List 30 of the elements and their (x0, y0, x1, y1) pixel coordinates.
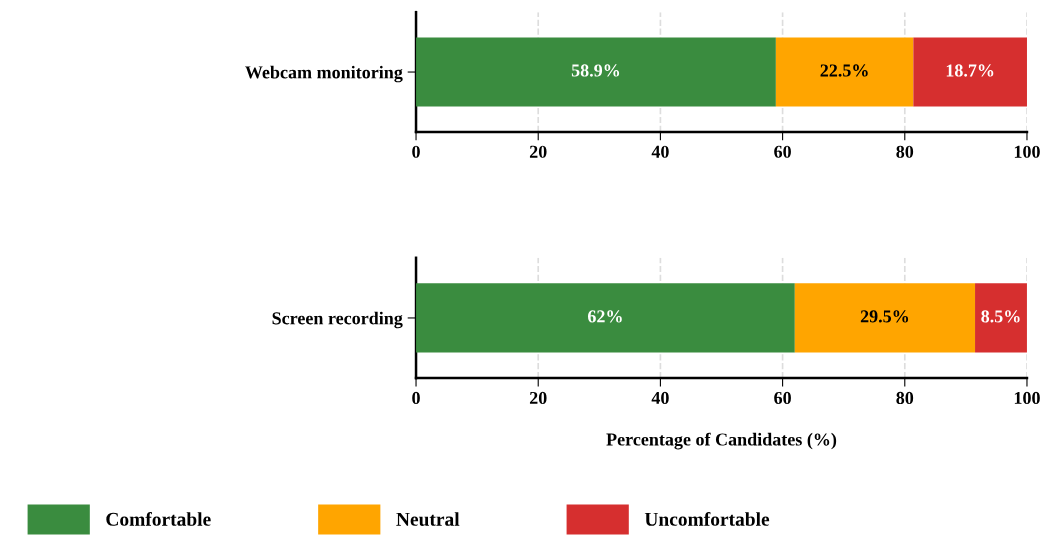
bar (913, 37, 1027, 107)
data-label: 22.5% (820, 64, 868, 77)
x-tick-label: 40 (651, 145, 669, 158)
x-tick-label: 40 (651, 391, 669, 405)
legend-label: Comfortable (106, 511, 211, 526)
y-tick-label: Webcam monitoring (245, 65, 403, 83)
data-label: 8.5% (981, 310, 1020, 323)
legend-label: Uncomfortable (644, 511, 770, 526)
data-label: 29.5% (860, 310, 909, 323)
x-tick-label: 20 (529, 145, 547, 158)
bar (416, 37, 776, 107)
bar (775, 37, 914, 107)
x-tick-label: 60 (774, 391, 791, 405)
x-tick-label: 100 (1014, 145, 1040, 158)
data-label: 18.7% (946, 64, 994, 77)
bar (975, 283, 1027, 353)
y-tick-label: Screen recording (272, 311, 403, 329)
bar (794, 283, 976, 353)
data-label: 58.9% (571, 64, 620, 77)
x-tick-label: 0 (412, 391, 420, 405)
x-axis-title: Percentage of Candidates (%) (606, 432, 837, 450)
x-tick-label: 100 (1014, 391, 1040, 405)
x-tick-label: 20 (529, 391, 547, 405)
x-tick-label: 80 (896, 145, 914, 158)
x-tick-label: 0 (412, 145, 420, 158)
legend-label: Neutral (396, 512, 460, 526)
data-label: 62% (587, 310, 622, 323)
x-tick-label: 80 (896, 391, 914, 405)
x-tick-label: 60 (774, 145, 791, 158)
bar (416, 283, 795, 353)
